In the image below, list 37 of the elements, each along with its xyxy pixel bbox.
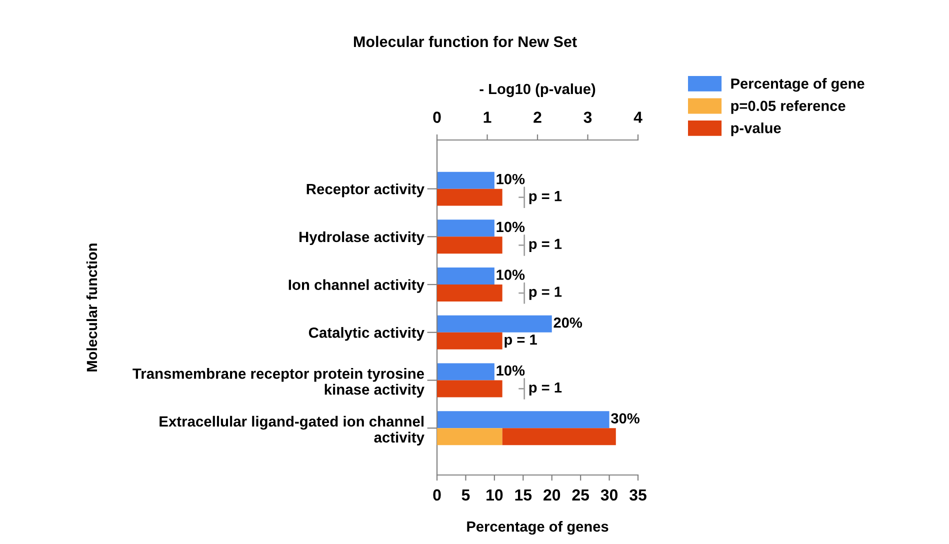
data-label: 10% bbox=[496, 222, 525, 232]
x-axis-title: Percentage of genes bbox=[467, 521, 608, 535]
y-tick-label: Ion channel activity bbox=[288, 279, 424, 293]
y-tick-label: Transmembrane receptor protein tyrosine kinase activity bbox=[132, 368, 424, 398]
x-tick-label: 10 bbox=[486, 489, 503, 501]
x-tick-label: 35 bbox=[629, 489, 646, 501]
data-label: p = 1 bbox=[529, 191, 562, 204]
x2-tick-label: 2 bbox=[534, 112, 542, 123]
x2-tick-label: 3 bbox=[584, 112, 592, 123]
y-tick-label: Extracellular ligand-gated ion channel activity bbox=[160, 416, 424, 446]
x2-tick-label: 4 bbox=[634, 112, 642, 123]
data-label: 10% bbox=[496, 270, 525, 280]
chart-title: Molecular function for New Set bbox=[354, 36, 577, 48]
y-tick-label: Hydrolase activity bbox=[299, 231, 424, 246]
y-axis-title: Molecular function bbox=[86, 244, 98, 372]
x2-tick-label: 1 bbox=[484, 112, 492, 123]
x-tick-label: 15 bbox=[515, 489, 532, 501]
y-tick-label: Receptor activity bbox=[306, 183, 424, 198]
data-label: 10% bbox=[496, 365, 525, 376]
legend-label: Percentage of gene bbox=[731, 78, 864, 92]
x2-axis-title: - Log10 (p-value) bbox=[480, 83, 596, 98]
data-label: 10% bbox=[496, 174, 525, 184]
x-tick-label: 30 bbox=[600, 489, 618, 501]
x-tick-label: 0 bbox=[433, 489, 441, 501]
data-label: p = 1 bbox=[529, 382, 562, 396]
data-label: 20% bbox=[554, 317, 582, 328]
data-label: p = 1 bbox=[529, 238, 562, 252]
data-label: 30% bbox=[611, 413, 640, 424]
x2-tick-label: 0 bbox=[433, 112, 441, 123]
y-tick-label: Catalytic activity bbox=[308, 327, 424, 341]
data-label: p = 1 bbox=[504, 334, 537, 348]
legend-label: p-value bbox=[731, 122, 781, 136]
data-label: p = 1 bbox=[529, 286, 562, 300]
x-tick-label: 20 bbox=[544, 489, 560, 501]
x-tick-label: 5 bbox=[462, 489, 470, 501]
x-tick-label: 25 bbox=[572, 489, 590, 501]
legend-label: p=0.05 reference bbox=[731, 100, 846, 114]
